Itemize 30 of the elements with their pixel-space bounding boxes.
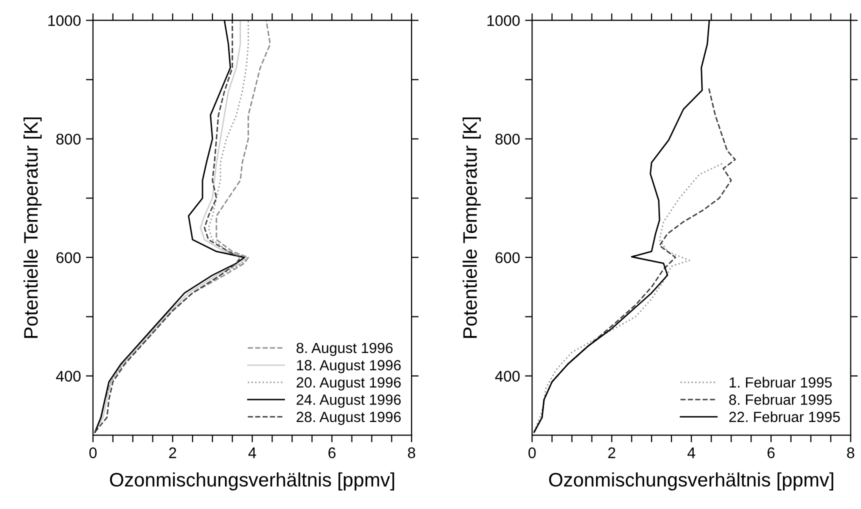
legend-label: 18. August 1996 bbox=[297, 360, 401, 374]
x-tick-label: 6 bbox=[768, 447, 775, 458]
y-tick-label: 800 bbox=[56, 134, 81, 145]
legend-label: 22. Februar 1995 bbox=[729, 411, 840, 422]
y-tick-label: 400 bbox=[495, 370, 520, 382]
legend-label: 8. August 1996 bbox=[296, 342, 393, 356]
x-tick-label: 6 bbox=[328, 447, 336, 458]
x-tick-label: 0 bbox=[528, 447, 536, 458]
x-axis-title: Ozonmischungsverhältnis [ppmv] bbox=[549, 472, 834, 490]
y-tick-label: 1000 bbox=[487, 15, 520, 26]
y-axis-title: Potentielle Temperatur [K] bbox=[462, 117, 481, 338]
legend-label: 24. August 1996 bbox=[296, 394, 401, 408]
legend-label: 1. Februar 1995 bbox=[730, 376, 832, 388]
x-tick-label: 2 bbox=[608, 447, 616, 458]
x-tick-label: 8 bbox=[847, 447, 854, 458]
y-axis-title: Potentielle Temperatur [K] bbox=[24, 117, 42, 338]
legend-label: 8. Februar 1995 bbox=[729, 394, 832, 405]
y-tick-label: 800 bbox=[495, 134, 520, 145]
x-tick-label: 4 bbox=[687, 448, 696, 458]
x-tick-label: 4 bbox=[248, 448, 256, 458]
x-tick-label: 2 bbox=[169, 447, 176, 458]
y-tick-label: 600 bbox=[56, 252, 81, 264]
legend-label: 20. August 1996 bbox=[296, 377, 401, 391]
legend-label: 28. August 1996 bbox=[296, 412, 401, 425]
y-tick-label: 600 bbox=[496, 252, 520, 264]
x-tick-label: 8 bbox=[408, 447, 416, 458]
x-axis-title: Ozonmischungsverhältnis [ppmv] bbox=[110, 472, 394, 490]
y-tick-label: 400 bbox=[56, 370, 81, 382]
x-tick-label: 0 bbox=[89, 447, 97, 458]
y-tick-label: 1000 bbox=[48, 15, 81, 26]
